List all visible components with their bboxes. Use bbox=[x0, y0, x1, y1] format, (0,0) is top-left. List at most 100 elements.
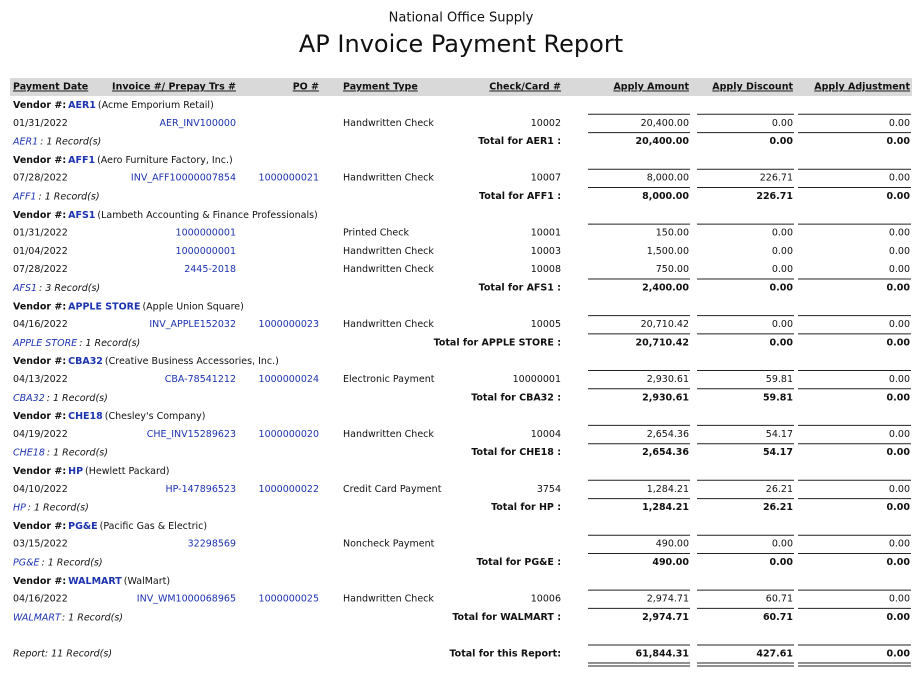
total-label: Total for PG&E : bbox=[476, 557, 561, 568]
vendor-label: Vendor #: bbox=[13, 356, 66, 367]
cell: 07/28/2022 bbox=[13, 264, 68, 275]
vendor-name: (Chesley's Company) bbox=[105, 411, 206, 422]
record-count: AFS1: 3 Record(s) bbox=[12, 283, 100, 294]
cell: Handwritten Check bbox=[343, 429, 434, 440]
vendor-code: CHE18 bbox=[68, 411, 103, 422]
cell: 150.00 bbox=[656, 228, 689, 239]
column-header: Payment Type bbox=[343, 82, 418, 93]
cell: 490.00 bbox=[656, 539, 689, 550]
record-text: : 1 Record(s) bbox=[40, 136, 101, 147]
total-value: 0.00 bbox=[887, 502, 911, 513]
total-value: 0.00 bbox=[887, 557, 911, 568]
cell: Electronic Payment bbox=[343, 374, 435, 385]
cell: 0.00 bbox=[889, 118, 910, 129]
record-code: AFS1 bbox=[12, 283, 37, 294]
cell: Handwritten Check bbox=[343, 246, 434, 257]
record-count: PG&E: 1 Record(s) bbox=[13, 557, 103, 568]
record-code: WALMART bbox=[13, 612, 62, 623]
total-value: 2,400.00 bbox=[642, 283, 689, 294]
cell: 10004 bbox=[531, 429, 561, 440]
record-code: PG&E bbox=[13, 557, 40, 568]
total-label: Total for CBA32 : bbox=[471, 392, 561, 403]
report-title: AP Invoice Payment Report bbox=[299, 30, 623, 58]
record-count: CBA32: 1 Record(s) bbox=[13, 392, 108, 403]
report-count: Report: 11 Record(s) bbox=[13, 649, 112, 660]
vendor-name: (Acme Emporium Retail) bbox=[98, 100, 214, 111]
report-total-label: Total for this Report: bbox=[449, 649, 561, 660]
record-count: WALMART: 1 Record(s) bbox=[13, 612, 123, 623]
cell: 3754 bbox=[537, 484, 561, 495]
cell: 0.00 bbox=[772, 264, 793, 275]
total-value: 2,654.36 bbox=[642, 447, 689, 458]
cell: 1000000023 bbox=[259, 319, 319, 330]
cell: 2,654.36 bbox=[647, 429, 689, 440]
total-label: Total for AFS1 : bbox=[479, 283, 561, 294]
cell: 0.00 bbox=[889, 228, 910, 239]
vendor-name: (Apple Union Square) bbox=[142, 301, 243, 312]
cell: 20,710.42 bbox=[641, 319, 689, 330]
column-header: PO # bbox=[293, 82, 319, 93]
cell: INV_APPLE152032 bbox=[149, 319, 236, 330]
cell: 01/31/2022 bbox=[13, 228, 68, 239]
cell: 26.21 bbox=[766, 484, 793, 495]
record-text: : 1 Record(s) bbox=[38, 191, 99, 202]
record-code: AFF1 bbox=[12, 191, 36, 202]
total-value: 26.21 bbox=[763, 502, 793, 513]
vendor-code: AER1 bbox=[68, 100, 96, 111]
cell: Credit Card Payment bbox=[343, 484, 442, 495]
vendor-name: (Creative Business Accessories, Inc.) bbox=[105, 356, 279, 367]
vendor-code: WALMART bbox=[68, 575, 122, 586]
vendor-label: Vendor #: bbox=[13, 301, 66, 312]
total-label: Total for APPLE STORE : bbox=[434, 337, 561, 348]
record-text: : 1 Record(s) bbox=[47, 392, 108, 403]
cell: 54.17 bbox=[766, 429, 793, 440]
vendor-name: (Lambeth Accounting & Finance Profession… bbox=[97, 209, 317, 220]
report-total: 61,844.31 bbox=[636, 649, 690, 660]
vendor-heading: Vendor #: WALMART (WalMart) bbox=[13, 575, 170, 586]
cell: 0.00 bbox=[889, 484, 910, 495]
vendor-name: (Pacific Gas & Electric) bbox=[100, 520, 207, 531]
total-value: 226.71 bbox=[756, 191, 793, 202]
record-count: CHE18: 1 Record(s) bbox=[13, 447, 108, 458]
vendor-name: (Aero Furniture Factory, Inc.) bbox=[97, 154, 233, 165]
cell: 04/13/2022 bbox=[13, 374, 68, 385]
total-value: 0.00 bbox=[887, 612, 911, 623]
cell: 0.00 bbox=[772, 228, 793, 239]
record-text: : 1 Record(s) bbox=[62, 612, 123, 623]
cell: 1000000020 bbox=[259, 429, 319, 440]
cell: 0.00 bbox=[889, 539, 910, 550]
total-value: 0.00 bbox=[887, 447, 911, 458]
cell: 0.00 bbox=[772, 539, 793, 550]
vendor-heading: Vendor #: AER1 (Acme Emporium Retail) bbox=[13, 100, 214, 111]
cell: Handwritten Check bbox=[343, 118, 434, 129]
cell: INV_AFF10000007854 bbox=[131, 173, 236, 184]
vendor-name: (WalMart) bbox=[124, 575, 170, 586]
record-code: AER1 bbox=[12, 136, 38, 147]
record-count: AER1: 1 Record(s) bbox=[12, 136, 101, 147]
total-value: 0.00 bbox=[887, 191, 911, 202]
column-header: Apply Discount bbox=[712, 82, 793, 93]
cell: 0.00 bbox=[889, 594, 910, 605]
cell: 59.81 bbox=[766, 374, 793, 385]
cell: 2445-2018 bbox=[184, 264, 236, 275]
cell: 0.00 bbox=[889, 319, 910, 330]
header-band bbox=[10, 78, 912, 96]
total-value: 0.00 bbox=[887, 337, 911, 348]
cell: 04/19/2022 bbox=[13, 429, 68, 440]
cell: 1000000001 bbox=[176, 228, 236, 239]
record-code: CHE18 bbox=[13, 447, 45, 458]
cell: 1,500.00 bbox=[647, 246, 689, 257]
company-name: National Office Supply bbox=[389, 11, 534, 26]
total-value: 0.00 bbox=[770, 337, 794, 348]
total-label: Total for AFF1 : bbox=[479, 191, 561, 202]
cell: 10006 bbox=[531, 594, 561, 605]
cell: 10000001 bbox=[513, 374, 561, 385]
cell: 10005 bbox=[531, 319, 561, 330]
vendor-label: Vendor #: bbox=[13, 520, 66, 531]
vendor-heading: Vendor #: APPLE STORE (Apple Union Square) bbox=[13, 301, 244, 312]
record-text: : 1 Record(s) bbox=[79, 337, 140, 348]
vendor-heading: Vendor #: AFF1 (Aero Furniture Factory, In… bbox=[13, 154, 233, 165]
total-label: Total for WALMART : bbox=[452, 612, 561, 623]
column-header: Payment Date bbox=[13, 82, 88, 93]
cell: AER_INV100000 bbox=[159, 118, 236, 129]
